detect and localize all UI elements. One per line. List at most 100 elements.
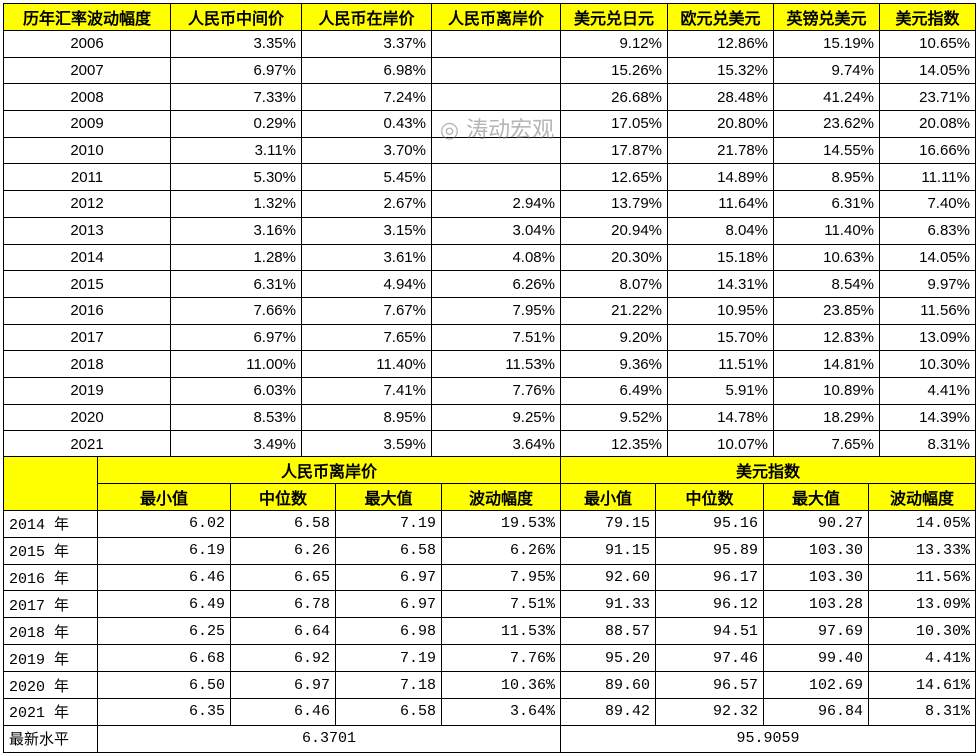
table-row: 2015 年 6.19 6.26 6.58 6.26% 91.15 95.89 103.30 1… (3, 536, 977, 565)
year-cell: 2018 (3, 350, 171, 378)
value-cell: 6.98% (301, 56, 432, 85)
table-row: 2018 年 6.25 6.64 6.98 11.53% 88.57 94.51 97.69 1… (3, 617, 977, 646)
year-cell: 2006 (3, 30, 171, 58)
value-cell (431, 163, 561, 192)
table-row: 2017 6.97% 7.65% 7.51% 9.20% 15.70% 12.83% 13.0… (3, 323, 976, 352)
value-cell: 91.33 (560, 590, 657, 619)
value-cell: 96.84 (763, 698, 870, 726)
value-cell: 14.81% (773, 350, 880, 378)
latest-dxy: 95.9059 (560, 724, 977, 753)
table-row: 2019 6.03% 7.41% 7.76% 6.49% 5.91% 10.89% 4.41% (3, 376, 976, 405)
wechat-icon: ◎ (439, 118, 460, 143)
latest-row: 最新水平 6.3701 95.9059 (3, 724, 977, 753)
value-cell: 8.31% (868, 698, 977, 726)
year-cell: 2019 年 (3, 644, 98, 673)
value-cell: 13.09% (879, 323, 976, 352)
value-cell: 10.36% (440, 671, 562, 700)
table-row: 2015 6.31% 4.94% 6.26% 8.07% 14.31% 8.54% 9.97% (3, 270, 976, 298)
value-cell: 6.03% (170, 376, 302, 405)
year-cell: 2007 (3, 56, 171, 85)
group-header-row: 人民币离岸价 美元指数 (3, 456, 977, 511)
value-cell (431, 83, 561, 112)
value-cell: 9.20% (560, 323, 668, 352)
column-header: 最小值 (560, 482, 657, 511)
value-cell: 10.63% (773, 243, 880, 272)
year-cell: 2021 (3, 430, 171, 458)
value-cell: 15.32% (667, 56, 774, 85)
value-cell: 96.12 (655, 590, 765, 619)
value-cell: 20.94% (560, 216, 668, 245)
value-cell: 6.58 (335, 698, 442, 726)
value-cell: 11.53% (431, 350, 561, 378)
value-cell: 6.78 (230, 590, 336, 619)
table-row: 2013 3.16% 3.15% 3.04% 20.94% 8.04% 11.40% 6.83… (3, 216, 976, 245)
value-cell: 7.65% (773, 430, 880, 458)
value-cell: 7.95% (440, 563, 562, 592)
column-header: 最大值 (335, 482, 442, 511)
volatility-table: 历年汇率波动幅度 人民币中间价 人民币在岸价 人民币离岸价 美元兑日元 欧元兑美元 英镑兑美… (3, 3, 976, 458)
year-cell: 2021 年 (3, 698, 98, 726)
value-cell: 7.66% (170, 296, 302, 325)
value-cell (431, 30, 561, 58)
value-cell: 95.20 (560, 644, 657, 673)
value-cell: 14.05% (879, 56, 976, 85)
value-cell: 6.97% (170, 56, 302, 85)
group-header-cnh: 人民币离岸价 (96, 456, 562, 484)
value-cell: 11.56% (879, 296, 976, 325)
value-cell: 20.30% (560, 243, 668, 272)
value-cell: 13.33% (868, 536, 977, 565)
column-header: 人民币离岸价 (431, 3, 561, 31)
year-cell: 2012 (3, 190, 171, 218)
value-cell: 10.30% (868, 617, 977, 646)
table-row: 2014 1.28% 3.61% 4.08% 20.30% 15.18% 10.63% 14.… (3, 243, 976, 272)
table-row: 2018 11.00% 11.40% 11.53% 9.36% 11.51% 14.81% 1… (3, 350, 976, 378)
value-cell: 15.18% (667, 243, 774, 272)
column-header: 波动幅度 (440, 482, 562, 511)
value-cell: 14.05% (879, 243, 976, 272)
value-cell: 6.49% (560, 376, 668, 405)
value-cell: 89.42 (560, 698, 657, 726)
latest-label: 最新水平 (3, 724, 98, 753)
header-row: 历年汇率波动幅度 人民币中间价 人民币在岸价 人民币离岸价 美元兑日元 欧元兑美元 英镑兑美… (3, 3, 976, 31)
value-cell: 7.65% (301, 323, 432, 352)
value-cell: 6.31% (773, 190, 880, 218)
value-cell: 18.29% (773, 403, 880, 432)
value-cell: 6.26% (440, 536, 562, 565)
value-cell: 4.08% (431, 243, 561, 272)
value-cell: 9.36% (560, 350, 668, 378)
value-cell: 11.40% (773, 216, 880, 245)
value-cell: 3.35% (170, 30, 302, 58)
value-cell: 6.26% (431, 270, 561, 298)
value-cell: 23.62% (773, 110, 880, 138)
value-cell: 5.91% (667, 376, 774, 405)
table-row: 2021 3.49% 3.59% 3.64% 12.35% 10.07% 7.65% 8.31… (3, 430, 976, 458)
value-cell: 9.52% (560, 403, 668, 432)
value-cell: 6.46 (97, 563, 231, 592)
value-cell: 14.89% (667, 163, 774, 192)
value-cell: 10.89% (773, 376, 880, 405)
year-cell: 2016 (3, 296, 171, 325)
value-cell: 8.07% (560, 270, 668, 298)
value-cell: 11.51% (667, 350, 774, 378)
year-cell: 2020 年 (3, 671, 98, 700)
value-cell: 13.09% (868, 590, 977, 619)
value-cell: 3.11% (170, 136, 302, 165)
value-cell: 13.79% (560, 190, 668, 218)
value-cell: 7.19 (335, 644, 442, 673)
year-cell: 2013 (3, 216, 171, 245)
column-header: 美元指数 (879, 3, 976, 31)
value-cell: 103.30 (763, 536, 870, 565)
value-cell: 92.60 (560, 563, 657, 592)
value-cell: 11.00% (170, 350, 302, 378)
value-cell: 95.89 (655, 536, 765, 565)
value-cell (431, 136, 561, 165)
value-cell: 12.86% (667, 30, 774, 58)
value-cell: 103.30 (763, 563, 870, 592)
value-cell: 6.92 (230, 644, 336, 673)
value-cell: 14.39% (879, 403, 976, 432)
value-cell: 21.78% (667, 136, 774, 165)
value-cell: 3.61% (301, 243, 432, 272)
value-cell: 6.58 (335, 536, 442, 565)
value-cell: 7.67% (301, 296, 432, 325)
value-cell: 6.46 (230, 698, 336, 726)
